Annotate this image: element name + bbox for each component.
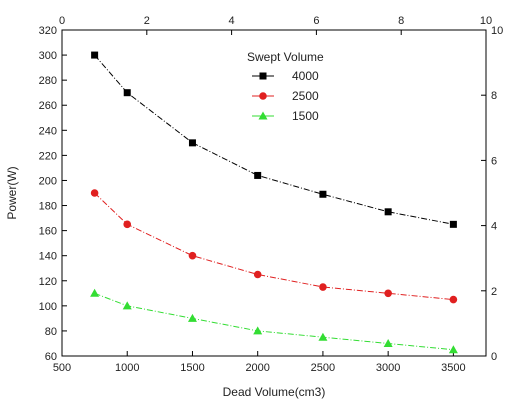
data-point <box>187 313 197 322</box>
legend-item: 4000 <box>252 69 319 83</box>
legend-marker <box>258 111 268 120</box>
y-tick-label: 80 <box>45 326 57 338</box>
top-axis-ticks: 0 2 4 6 8 10 <box>59 15 492 35</box>
series-2500 <box>90 189 458 304</box>
x-tick-label: 2500 <box>311 362 335 374</box>
y-tick-label: 260 <box>39 100 57 112</box>
y-tick-label: 200 <box>39 175 57 187</box>
series-line <box>94 292 454 351</box>
data-point <box>384 289 392 298</box>
legend-label: 2500 <box>292 89 319 103</box>
x-tick-label: 2000 <box>245 362 269 374</box>
y-tick-label: 220 <box>39 150 57 162</box>
y-tick-label: 160 <box>39 226 57 238</box>
y-tick-label: 280 <box>39 75 57 87</box>
legend-title: Swept Volume <box>247 50 324 64</box>
y-axis-label: Power(W) <box>5 166 19 219</box>
y-tick-label: 240 <box>39 125 57 137</box>
data-point <box>449 220 457 228</box>
series-4000 <box>91 51 457 228</box>
x-axis-label: Dead Volume(cm3) <box>223 385 326 399</box>
legend-label: 4000 <box>292 69 319 83</box>
data-point <box>188 251 197 260</box>
right-tick-label: 8 <box>491 90 497 102</box>
legend-item: 1500 <box>252 109 319 123</box>
data-point <box>254 171 262 179</box>
data-point <box>384 208 392 216</box>
plot-frame <box>61 29 487 357</box>
data-point <box>90 288 100 297</box>
x-tick-label: 3500 <box>441 362 465 374</box>
data-point <box>383 338 393 347</box>
right-tick-label: 2 <box>491 286 497 298</box>
legend-marker <box>259 92 267 100</box>
x-tick-label: 1000 <box>115 362 139 374</box>
x-axis-ticks: 500 1000 1500 2000 2500 3000 3500 <box>53 351 466 374</box>
data-point <box>318 332 328 341</box>
legend-items: 4000 2500 1500 <box>252 69 319 123</box>
y-tick-label: 300 <box>39 50 57 62</box>
y-tick-label: 140 <box>39 251 57 263</box>
data-point <box>91 51 99 59</box>
y-tick-label: 100 <box>39 301 57 313</box>
data-point <box>123 89 131 97</box>
top-tick-label: 6 <box>313 15 319 27</box>
right-tick-label: 6 <box>491 155 497 167</box>
data-point <box>449 295 458 304</box>
right-axis-ticks: 0 2 4 6 8 10 <box>481 25 503 363</box>
data-point <box>253 270 262 279</box>
legend: Swept Volume 4000 2500 1500 <box>247 50 324 123</box>
data-point <box>188 139 196 147</box>
y-tick-label: 120 <box>39 276 57 288</box>
series-1500 <box>90 288 458 354</box>
right-tick-label: 0 <box>491 351 497 363</box>
right-tick-label: 4 <box>491 221 497 233</box>
top-tick-label: 0 <box>59 15 65 27</box>
data-point <box>90 189 99 197</box>
data-point <box>253 326 263 335</box>
series-line <box>94 192 454 301</box>
top-tick-label: 2 <box>144 15 150 27</box>
top-tick-label: 4 <box>229 15 235 27</box>
x-tick-label: 500 <box>53 362 71 374</box>
x-tick-label: 3000 <box>376 362 400 374</box>
data-point <box>122 301 132 310</box>
series-layer <box>90 51 458 354</box>
top-tick-label: 10 <box>480 15 492 27</box>
y-tick-label: 180 <box>39 201 57 213</box>
y-tick-label: 60 <box>45 351 57 363</box>
y-axis-ticks: 60 80 100 120 140 160 180 200 220 240 260 280 300 320 <box>39 25 67 363</box>
data-point <box>123 220 132 229</box>
right-tick-label: 10 <box>491 25 503 37</box>
series-line <box>94 54 454 225</box>
data-point <box>319 190 327 198</box>
x-tick-label: 1500 <box>180 362 204 374</box>
legend-item: 2500 <box>252 89 319 103</box>
data-point <box>319 283 327 291</box>
data-point <box>448 345 458 354</box>
legend-marker <box>259 72 267 80</box>
legend-label: 1500 <box>292 109 319 123</box>
top-tick-label: 8 <box>398 15 404 27</box>
y-tick-label: 320 <box>39 25 57 37</box>
